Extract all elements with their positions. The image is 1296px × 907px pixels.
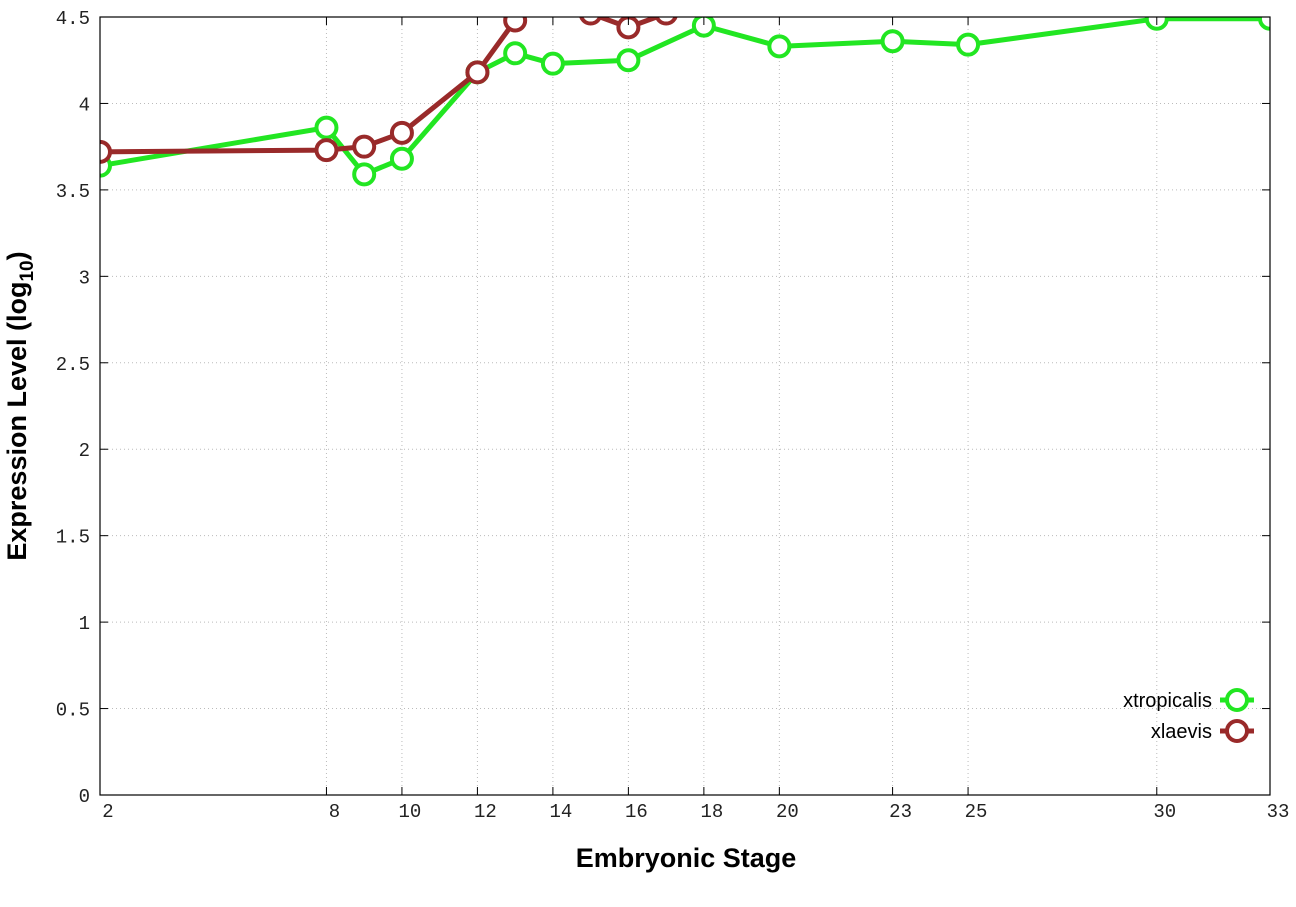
y-tick-label: 0.5 <box>56 700 90 722</box>
point <box>503 41 528 66</box>
y-tick-label: 1.5 <box>56 527 90 549</box>
point <box>767 34 792 59</box>
point <box>465 60 490 85</box>
y-tick-label: 4 <box>79 94 90 116</box>
point <box>503 17 528 33</box>
x-tick-label: 30 <box>1153 801 1176 823</box>
series-line <box>100 17 664 155</box>
x-tick-label: 33 <box>1267 801 1290 823</box>
x-tick-label: 23 <box>889 801 912 823</box>
x-tick-label: 10 <box>399 801 422 823</box>
x-tick-label: 8 <box>329 801 340 823</box>
point <box>389 146 414 171</box>
point <box>314 138 339 163</box>
plot-area <box>100 17 1270 187</box>
point <box>1258 17 1270 31</box>
y-axis-title-text: Expression Level (log <box>2 282 32 561</box>
legend-marker <box>1225 719 1249 743</box>
ticks: 0 0.5 1 1.5 2 2.5 3 3.5 4 4.5 2 8 10 12 14 16 18 20 23 25 30… <box>56 8 1290 823</box>
point <box>691 17 716 38</box>
x-tick-label: 25 <box>965 801 988 823</box>
point <box>389 120 414 145</box>
y-axis-title: Expression Level (log10) <box>2 251 38 560</box>
x-tick-label: 18 <box>700 801 723 823</box>
point <box>579 17 603 26</box>
x-tick-label: 12 <box>474 801 497 823</box>
x-tick-label: 16 <box>625 801 648 823</box>
point <box>352 162 377 187</box>
y-axis-title-suffix: ) <box>2 251 32 260</box>
legend-label: xtropicalis <box>1123 690 1212 712</box>
point <box>314 115 339 140</box>
y-tick-label: 3 <box>79 267 90 289</box>
point <box>100 139 112 164</box>
y-tick-label: 2 <box>79 440 90 462</box>
legend: xtropicalis xlaevis <box>1123 688 1254 743</box>
point <box>880 29 905 54</box>
point <box>352 134 377 159</box>
y-tick-label: 1 <box>79 613 90 635</box>
y-axis-title-subscript: 10 <box>17 260 38 281</box>
y-tick-label: 0 <box>79 786 90 808</box>
x-axis-title: Embryonic Stage <box>576 843 797 873</box>
point <box>616 48 641 73</box>
x-tick-label: 14 <box>549 801 572 823</box>
point <box>540 51 565 76</box>
point <box>654 17 678 26</box>
y-tick-label: 2.5 <box>56 354 90 376</box>
point <box>956 32 981 57</box>
legend-label: xlaevis <box>1151 721 1212 743</box>
plot-frame <box>99 16 1271 796</box>
y-tick-label: 3.5 <box>56 181 90 203</box>
legend-marker <box>1225 688 1249 712</box>
y-tick-label: 4.5 <box>56 8 90 30</box>
x-tick-label: 2 <box>102 801 113 823</box>
x-tick-label: 20 <box>776 801 799 823</box>
